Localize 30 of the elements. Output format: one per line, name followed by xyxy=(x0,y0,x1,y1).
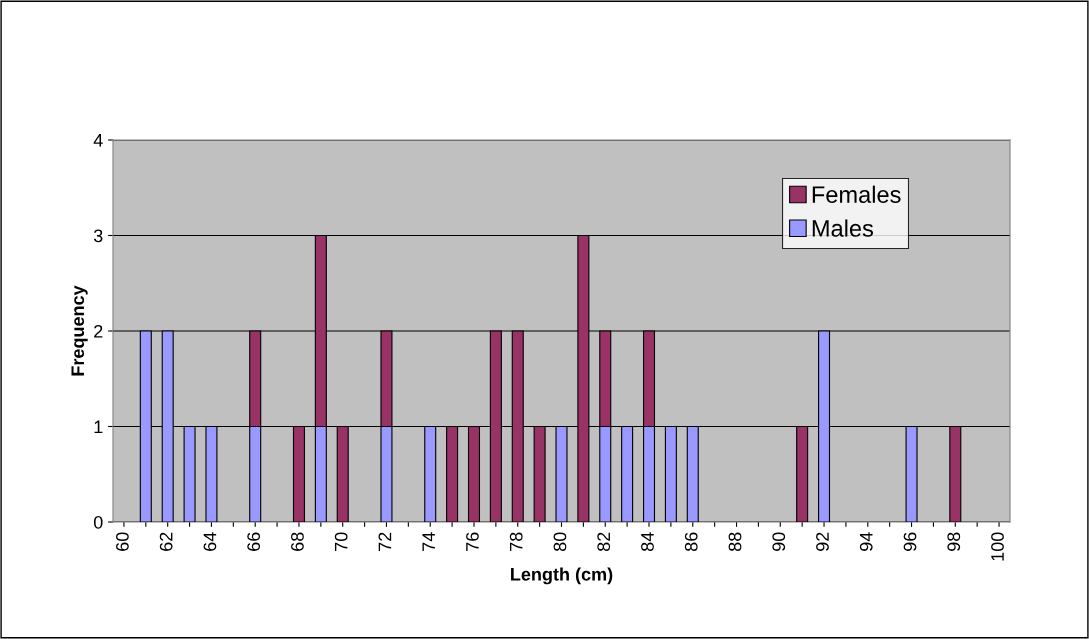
x-tick-label: 92 xyxy=(816,532,829,551)
legend-label: Females xyxy=(812,185,901,203)
x-tick-label: 86 xyxy=(684,532,698,552)
x-tick-label: 76 xyxy=(466,532,479,551)
y-tick-label: 3 xyxy=(93,229,103,243)
x-tick-label: 100 xyxy=(991,532,1004,561)
x-tick-label: 98 xyxy=(947,532,961,551)
x-tick-label: 88 xyxy=(728,532,742,552)
x-tick-label: 80 xyxy=(553,532,567,552)
y-tick-label: 1 xyxy=(94,420,103,434)
x-tick-label: 64 xyxy=(203,532,217,551)
x-tick-label: 62 xyxy=(159,532,173,551)
y-axis-title: Frequency xyxy=(71,285,88,376)
x-tick-label: 84 xyxy=(641,532,654,552)
y-tick-label: 4 xyxy=(93,134,103,147)
x-axis-title: Length (cm) xyxy=(511,567,613,585)
x-tick-label: 90 xyxy=(772,532,786,551)
y-tick-label: 0 xyxy=(93,515,103,529)
x-tick-label: 94 xyxy=(859,532,873,551)
x-tick-label: 78 xyxy=(509,532,523,551)
x-tick-label: 72 xyxy=(378,532,392,551)
x-tick-label: 68 xyxy=(291,532,304,551)
x-tick-label: 70 xyxy=(334,532,348,551)
x-tick-label: 82 xyxy=(597,532,611,552)
x-tick-label: 66 xyxy=(247,532,261,551)
legend-label: Males xyxy=(812,219,874,237)
y-tick-label: 2 xyxy=(94,324,103,338)
x-tick-label: 74 xyxy=(422,532,435,551)
x-tick-label: 60 xyxy=(116,532,129,551)
x-tick-label: 96 xyxy=(903,532,917,551)
